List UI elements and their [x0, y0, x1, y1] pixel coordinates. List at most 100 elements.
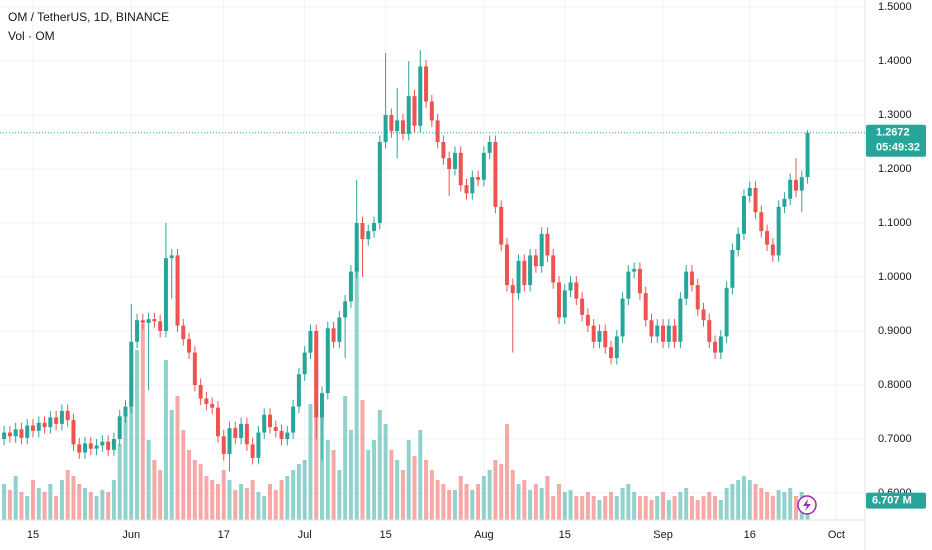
volume-bar	[707, 492, 712, 520]
volume-bar	[556, 484, 561, 520]
volume-bar	[516, 484, 521, 520]
candle-body	[59, 410, 64, 424]
lightning-icon[interactable]	[797, 495, 817, 515]
volume-bar	[585, 492, 590, 520]
volume-bar	[296, 464, 301, 520]
candle-body	[730, 250, 735, 288]
volume-bar	[337, 470, 342, 520]
volume-bar	[291, 470, 296, 520]
volume-bar	[13, 476, 18, 520]
candle-body	[707, 320, 712, 342]
volume-bar	[424, 460, 429, 520]
volume-bar	[551, 496, 556, 520]
candle-body	[158, 321, 163, 332]
volume-bar	[747, 480, 752, 520]
candle-body	[117, 416, 122, 440]
volume-bar	[412, 456, 417, 520]
candle-body	[661, 325, 666, 342]
volume-bar	[106, 492, 111, 520]
candle-body	[678, 298, 683, 342]
candle-body	[366, 231, 371, 240]
volume-bar	[383, 424, 388, 520]
volume-bar	[545, 476, 550, 520]
candle-body	[100, 441, 105, 446]
candle-body	[256, 432, 261, 458]
volume-bar	[481, 476, 486, 520]
y-tick-label: 1.4000	[878, 55, 912, 67]
volume-bar	[741, 476, 746, 520]
candle-body	[736, 233, 741, 251]
volume-bar	[499, 464, 504, 520]
candle-body	[626, 271, 631, 299]
price-tag	[866, 124, 926, 157]
candle-body	[244, 423, 249, 445]
volume-bar	[111, 480, 116, 520]
volume-bar	[695, 500, 700, 520]
candle-body	[291, 406, 296, 433]
candle-body	[533, 255, 538, 267]
volume-bar	[395, 460, 400, 520]
volume-tag-label: 6.707 M	[872, 494, 912, 506]
volume-bar	[452, 490, 457, 520]
candle-body	[42, 422, 47, 428]
candle-body	[452, 152, 457, 170]
volume-bar	[568, 490, 573, 520]
volume-bar	[655, 496, 660, 520]
candle-body	[77, 444, 82, 453]
candle-body	[747, 187, 752, 197]
candle-body	[372, 223, 377, 232]
chart-title: OM / TetherUS, 1D, BINANCE	[8, 10, 169, 24]
candle-body	[551, 255, 556, 283]
volume-bar	[163, 360, 168, 520]
candle-body	[435, 120, 440, 143]
candle-body	[666, 325, 671, 342]
volume-bar	[325, 440, 330, 520]
volume-bar	[643, 496, 648, 520]
volume-bar	[204, 476, 209, 520]
volume-bar	[464, 484, 469, 520]
volume-bar	[487, 470, 492, 520]
volume-bar	[626, 484, 631, 520]
candle-body	[2, 432, 7, 440]
volume-bar	[181, 430, 186, 520]
volume-bar	[308, 404, 313, 520]
volume-bar	[377, 410, 382, 520]
candle-body	[470, 177, 475, 194]
volume-bar	[343, 396, 348, 520]
volume-bar	[580, 496, 585, 520]
candle-body	[302, 352, 307, 375]
candle-body	[805, 132, 810, 178]
volume-bar	[597, 500, 602, 520]
volume-bar	[48, 484, 53, 520]
x-tick-label: Aug	[474, 529, 494, 541]
candle-body	[718, 336, 723, 353]
volume-bar	[77, 484, 82, 520]
candle-body	[447, 158, 452, 170]
candle-body	[348, 271, 353, 302]
candles	[2, 50, 810, 472]
candle-body	[759, 212, 764, 232]
volume-bar	[614, 496, 619, 520]
volume-bar	[533, 484, 538, 520]
volume-bar	[152, 460, 157, 520]
candle-body	[262, 414, 267, 433]
candle-body	[545, 233, 550, 256]
volume-bar	[637, 496, 642, 520]
volume-bar	[65, 470, 70, 520]
price-tag-label: 1.2672	[876, 127, 910, 139]
volume-bar	[476, 484, 481, 520]
volume-bar	[256, 492, 261, 520]
volume-bar	[684, 488, 689, 520]
volume-bar	[100, 490, 105, 520]
x-tick-label: 15	[379, 529, 391, 541]
candle-body	[140, 320, 145, 323]
candle-body	[204, 398, 209, 404]
candle-body	[713, 341, 718, 353]
volume-bar	[215, 484, 220, 520]
candle-body	[568, 282, 573, 291]
candle-body	[580, 298, 585, 315]
volume-bar	[753, 484, 758, 520]
candle-body	[614, 336, 619, 359]
volume-pane	[2, 260, 810, 520]
